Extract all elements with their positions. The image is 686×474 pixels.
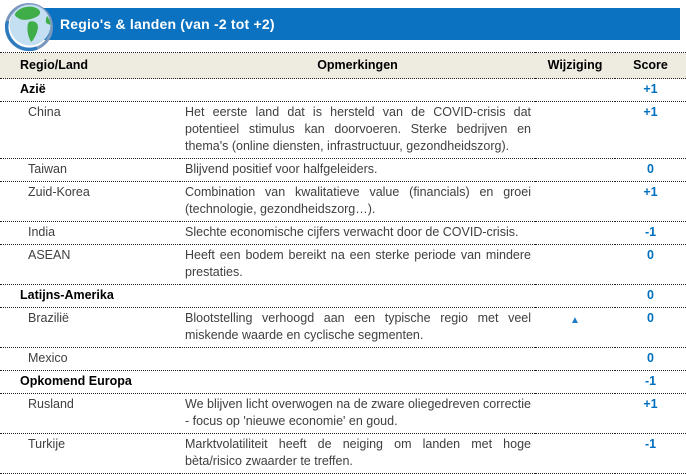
remarks-cell: Combination van kwalitatieve value (fina… bbox=[180, 181, 535, 222]
change-cell bbox=[535, 284, 615, 308]
table-row: China Het eerste land dat is hersteld van… bbox=[0, 101, 686, 159]
globe-icon bbox=[4, 1, 55, 52]
regions-table: Regio/Land Opmerkingen Wijziging Score A… bbox=[0, 52, 686, 474]
change-cell bbox=[535, 158, 615, 182]
table-row: Mexico 0 bbox=[0, 347, 686, 371]
title-bar-zone: Regio's & landen (van -2 tot +2) bbox=[0, 0, 686, 52]
remarks-cell bbox=[180, 284, 535, 308]
remarks-cell: Blootstelling verhoogd aan een typische … bbox=[180, 307, 535, 348]
column-header-change: Wijziging bbox=[535, 52, 615, 79]
score-cell: 0 bbox=[615, 307, 686, 348]
score-cell: -1 bbox=[615, 370, 686, 394]
change-cell bbox=[535, 370, 615, 394]
region-cell: Taiwan bbox=[0, 158, 180, 182]
table-row: Brazilië Blootstelling verhoogd aan een t… bbox=[0, 307, 686, 348]
column-header-score: Score bbox=[615, 52, 686, 79]
table-row: ASEAN Heeft een bodem bereikt na een ster… bbox=[0, 244, 686, 285]
table-row: Zuid-Korea Combination van kwalitatieve v… bbox=[0, 181, 686, 222]
remarks-cell: Slechte economische cijfers verwacht doo… bbox=[180, 221, 535, 245]
score-cell: +1 bbox=[615, 78, 686, 102]
score-cell: +1 bbox=[615, 393, 686, 434]
score-cell: -1 bbox=[615, 221, 686, 245]
table-row: Turkije Marktvolatiliteit heeft de neigin… bbox=[0, 433, 686, 474]
change-cell: ▲ bbox=[535, 307, 615, 348]
region-cell: ASEAN bbox=[0, 244, 180, 285]
region-cell: China bbox=[0, 101, 180, 159]
change-cell bbox=[535, 347, 615, 371]
remarks-cell: Blijvend positief voor halfgeleiders. bbox=[180, 158, 535, 182]
header-row: Regio/Land Opmerkingen Wijziging Score bbox=[0, 52, 686, 79]
table-row: Opkomend Europa -1 bbox=[0, 370, 686, 394]
remarks-cell: Heeft een bodem bereikt na een sterke pe… bbox=[180, 244, 535, 285]
remarks-cell bbox=[180, 78, 535, 102]
change-cell bbox=[535, 78, 615, 102]
remarks-cell bbox=[180, 347, 535, 371]
region-cell: Azië bbox=[0, 78, 180, 102]
page-title: Regio's & landen (van -2 tot +2) bbox=[60, 16, 275, 32]
table-header: Regio/Land Opmerkingen Wijziging Score bbox=[0, 52, 686, 79]
score-cell: 0 bbox=[615, 244, 686, 285]
remarks-cell bbox=[180, 370, 535, 394]
remarks-cell: Het eerste land dat is hersteld van de C… bbox=[180, 101, 535, 159]
region-cell: Opkomend Europa bbox=[0, 370, 180, 394]
table-row: Latijns-Amerika 0 bbox=[0, 284, 686, 308]
score-cell: 0 bbox=[615, 284, 686, 308]
change-cell bbox=[535, 101, 615, 159]
score-cell: 0 bbox=[615, 347, 686, 371]
title-bar: Regio's & landen (van -2 tot +2) bbox=[30, 8, 680, 40]
region-cell: Turkije bbox=[0, 433, 180, 474]
region-cell: Latijns-Amerika bbox=[0, 284, 180, 308]
table-row: India Slechte economische cijfers verwach… bbox=[0, 221, 686, 245]
column-header-region: Regio/Land bbox=[0, 52, 180, 79]
change-cell bbox=[535, 181, 615, 222]
score-cell: 0 bbox=[615, 158, 686, 182]
region-cell: India bbox=[0, 221, 180, 245]
change-cell bbox=[535, 221, 615, 245]
remarks-cell: Marktvolatiliteit heeft de neiging om la… bbox=[180, 433, 535, 474]
table-row: Taiwan Blijvend positief voor halfgeleide… bbox=[0, 158, 686, 182]
table-row: Rusland We blijven licht overwogen na de … bbox=[0, 393, 686, 434]
region-cell: Brazilië bbox=[0, 307, 180, 348]
change-cell bbox=[535, 244, 615, 285]
region-cell: Mexico bbox=[0, 347, 180, 371]
score-cell: +1 bbox=[615, 101, 686, 159]
score-cell: -1 bbox=[615, 433, 686, 474]
score-cell: +1 bbox=[615, 181, 686, 222]
change-cell bbox=[535, 393, 615, 434]
table-row: Azië +1 bbox=[0, 78, 686, 102]
remarks-cell: We blijven licht overwogen na de zware o… bbox=[180, 393, 535, 434]
table-body: Azië +1 China Het eerste land dat is herste… bbox=[0, 78, 686, 474]
change-cell bbox=[535, 433, 615, 474]
region-cell: Zuid-Korea bbox=[0, 181, 180, 222]
column-header-remarks: Opmerkingen bbox=[180, 52, 535, 79]
region-cell: Rusland bbox=[0, 393, 180, 434]
